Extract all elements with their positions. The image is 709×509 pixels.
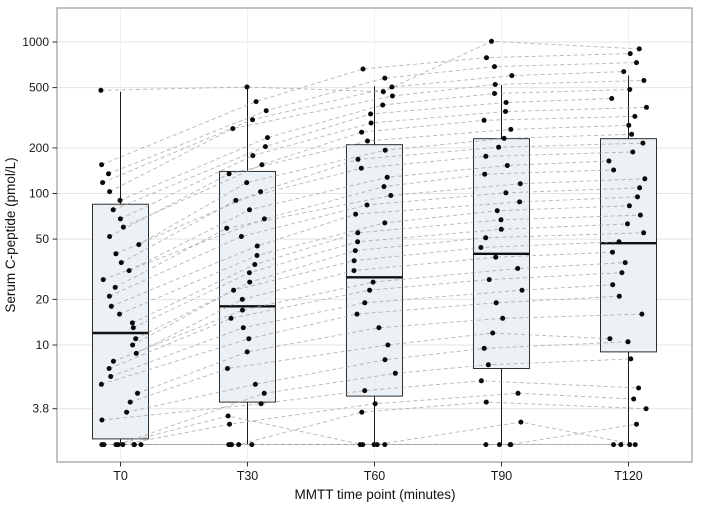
- y-tick-label: 10: [36, 338, 50, 352]
- x-tick-label: T90: [491, 469, 513, 483]
- y-tick-label: 200: [29, 141, 49, 155]
- y-axis-title: Serum C-peptide (pmol/L): [3, 157, 18, 312]
- y-tick-label: 100: [29, 187, 49, 201]
- y-tick-label: 1000: [22, 35, 49, 49]
- x-tick-label: T120: [614, 469, 643, 483]
- boxes: [92, 75, 657, 445]
- y-tick-label: 3.8: [32, 402, 49, 416]
- y-tick-label: 500: [29, 81, 49, 95]
- x-tick-label: T60: [364, 469, 386, 483]
- box-T120: [600, 138, 657, 353]
- y-axis: 1000 500 200 100 50 20 10 3.8: [22, 35, 57, 416]
- y-tick-label: 50: [36, 232, 50, 246]
- points: [98, 38, 649, 448]
- y-tick-label: 20: [36, 292, 50, 306]
- x-axis-title: MMTT time point (minutes): [294, 487, 455, 502]
- x-tick-label: T30: [237, 469, 259, 483]
- x-tick-label: T0: [113, 469, 128, 483]
- x-axis: T0 T30 T60 T90 T120: [113, 462, 643, 483]
- box-T0: [92, 203, 149, 440]
